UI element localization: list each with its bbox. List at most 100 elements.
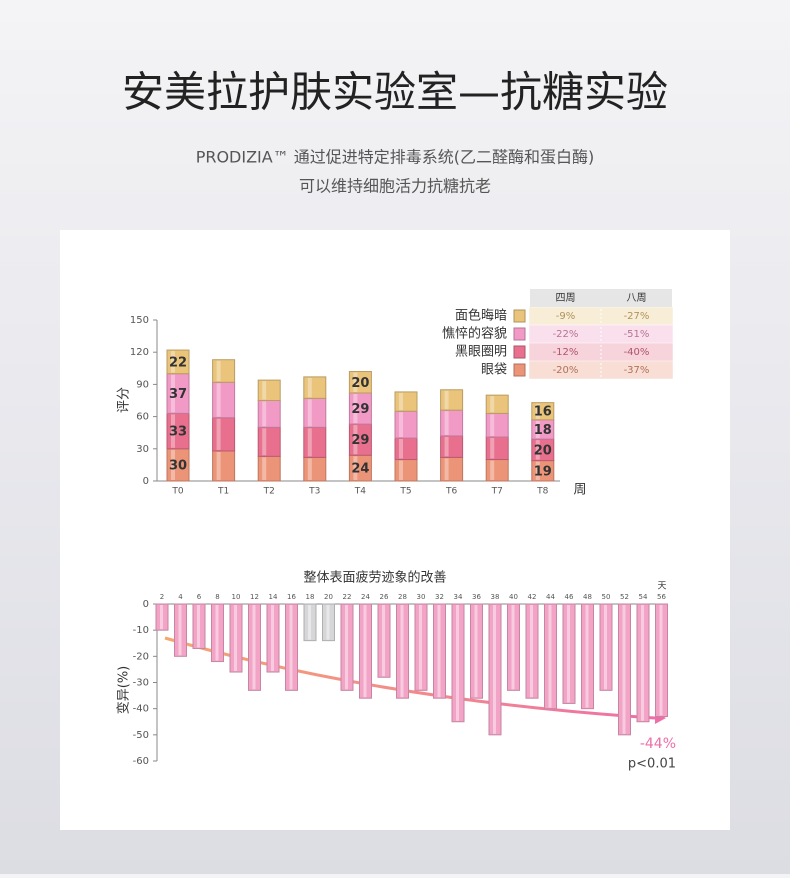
bar-sheen: [234, 605, 237, 672]
x-axis-label: 周: [573, 483, 586, 498]
y-tick-label: -50: [133, 730, 149, 741]
bar-sheen: [585, 605, 589, 708]
bar-sheen: [444, 390, 449, 410]
table-header: 八周: [627, 292, 647, 304]
value-label: 20: [351, 376, 369, 391]
bar: [507, 603, 520, 691]
bar-sheen: [307, 377, 312, 398]
bar-sheen: [399, 412, 403, 438]
x-tick-label: 34: [454, 593, 463, 601]
value-label: 37: [169, 387, 187, 402]
x-tick-label: 2: [160, 593, 164, 601]
legend-swatch: [513, 327, 526, 341]
bar-segment: [212, 450, 236, 482]
bar-sheen: [353, 393, 358, 424]
value-label: 16: [534, 405, 552, 420]
value-label: 29: [351, 433, 369, 448]
x-tick-label: T0: [171, 487, 183, 497]
bar: [359, 603, 372, 699]
bar-segment: [257, 400, 281, 428]
bar: [155, 603, 169, 631]
x-tick-label: T3: [308, 487, 320, 497]
bar-segment: [485, 412, 509, 438]
bar-sheen: [353, 456, 358, 480]
chart-title: 整体表面疲劳迹象的改善: [303, 570, 446, 586]
x-tick-label: 26: [380, 593, 389, 601]
bar-segment: [257, 379, 281, 401]
x-tick-label: 18: [306, 593, 315, 601]
bar-sheen: [262, 457, 267, 480]
legend-label: 面色晦暗: [455, 308, 507, 324]
value-label: 29: [351, 402, 369, 417]
x-tick-label: 50: [602, 593, 611, 601]
bar-segment: [485, 436, 509, 461]
y-tick-label: 0: [143, 476, 149, 487]
bar: [192, 603, 206, 649]
table-cell: -51%: [624, 329, 650, 340]
x-tick-label: 12: [250, 593, 259, 601]
x-tick-label: T8: [536, 487, 548, 497]
page-title: 安美拉护肤实验室—抗糖实验: [122, 68, 668, 117]
bar-sheen: [171, 374, 175, 413]
y-tick-label: -30: [133, 678, 149, 689]
value-label: 24: [351, 462, 369, 477]
value-label: 33: [169, 425, 187, 440]
bar-segment: [394, 391, 418, 412]
bar-sheen: [490, 414, 495, 436]
bar-segment: [485, 459, 509, 482]
x-tick-label: 46: [565, 593, 574, 601]
bar-segment: [257, 455, 281, 482]
bar-sheen: [535, 403, 540, 419]
bar-sheen: [530, 605, 533, 698]
y-tick-label: 60: [136, 412, 149, 423]
bar-segment: [212, 381, 236, 419]
bar-sheen: [216, 360, 221, 382]
y-axis-label: 变异(%): [116, 666, 132, 715]
x-tick-label: 14: [269, 593, 278, 601]
bar: [266, 603, 280, 673]
bar-sheen: [444, 458, 449, 480]
x-tick-label: 10: [232, 593, 241, 601]
bar-sheen: [171, 449, 175, 480]
x-tick-label: 36: [472, 593, 481, 601]
y-tick-label: 90: [136, 379, 149, 390]
legend-label: 憔悴的容貌: [442, 326, 507, 342]
bar-sheen: [382, 605, 385, 677]
bar-sheen: [216, 451, 221, 480]
bar: [525, 603, 539, 699]
x-tick-label: 20: [324, 593, 333, 601]
bar: [544, 603, 557, 710]
table-cell: -27%: [624, 311, 650, 322]
x-tick-label: T7: [491, 487, 503, 497]
x-tick-label: 24: [361, 593, 370, 601]
bar: [303, 603, 317, 642]
annotation: p<0.01: [628, 757, 676, 772]
value-label: 30: [169, 458, 187, 473]
x-tick-label: T4: [354, 487, 366, 497]
subtitle: PRODIZIA™ 通过促进特定排毒系统(乙二醛酶和蛋白酶): [196, 148, 595, 167]
x-tick-label: 30: [417, 593, 426, 601]
x-tick-label: 8: [215, 593, 219, 601]
x-tick-label: 44: [546, 593, 555, 601]
bar: [340, 603, 354, 691]
bar-segment: [440, 456, 464, 482]
y-tick-label: 0: [143, 599, 149, 610]
bar-sheen: [567, 605, 570, 703]
bar-sheen: [353, 425, 358, 455]
y-tick-label: -10: [133, 625, 149, 636]
x-tick-label: 38: [491, 593, 500, 601]
bar-sheen: [178, 605, 182, 656]
y-axis-label: 评分: [117, 387, 132, 413]
bar: [229, 603, 243, 673]
bar: [248, 603, 261, 691]
bar-sheen: [252, 605, 256, 690]
x-tick-label: 42: [528, 593, 537, 601]
x-tick-label: T1: [217, 487, 229, 497]
bar-segment: [303, 426, 327, 458]
bar-sheen: [289, 605, 293, 690]
bar: [174, 603, 187, 657]
table-cell: -20%: [553, 365, 579, 376]
value-label: 20: [534, 443, 552, 458]
bar: [618, 603, 631, 736]
bar-sheen: [307, 428, 312, 457]
